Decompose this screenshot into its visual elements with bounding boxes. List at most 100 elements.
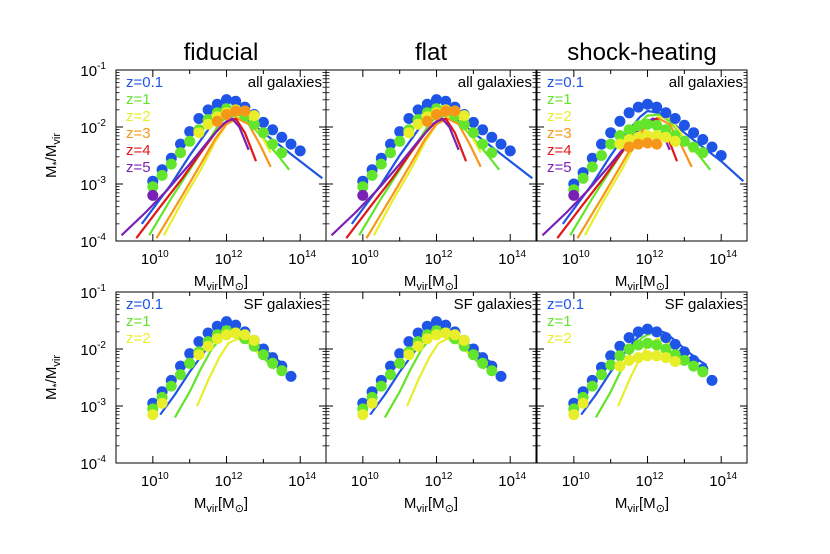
tick-base: 10 — [141, 473, 158, 490]
tick-base: 10 — [562, 473, 579, 490]
tick-exponent: 14 — [515, 249, 527, 260]
tick-base: 10 — [425, 251, 442, 268]
data-point-z-0-1 — [412, 327, 424, 339]
data-point-z-2 — [660, 352, 672, 364]
legend-entry: z=5 — [547, 159, 572, 176]
x-axis-label: Mvir[M⊙] — [404, 495, 458, 515]
data-point-z-1 — [605, 138, 617, 150]
data-point-z-2 — [156, 397, 168, 409]
data-point-z-2 — [412, 118, 424, 130]
x-axis-label: Mvir[M⊙] — [194, 273, 248, 293]
x-tick-label: 1012 — [215, 249, 243, 268]
data-point-z-1 — [276, 365, 288, 377]
tick-base: 10 — [80, 399, 97, 416]
data-point-z-1 — [623, 124, 635, 136]
tick-exponent: -2 — [97, 340, 106, 351]
data-point-z-0-1 — [669, 338, 681, 350]
xlabel-sun: ⊙ — [445, 281, 454, 293]
tick-base: 10 — [498, 251, 515, 268]
x-axis-label: Mvir[M⊙] — [615, 495, 669, 515]
data-point-z-2 — [239, 329, 251, 341]
xlabel-sun: ⊙ — [235, 281, 244, 293]
xlabel-sub: vir — [206, 281, 218, 293]
data-point-z-0-1 — [678, 119, 690, 131]
data-point-z-2 — [669, 135, 681, 147]
data-point-z-2 — [211, 333, 223, 345]
legend-entry: z=4 — [547, 142, 572, 159]
x-tick-label: 1010 — [141, 249, 169, 268]
data-point-z-0-1 — [230, 95, 242, 107]
x-tick-label: 1012 — [636, 249, 664, 268]
panel-annotation: all galaxies — [248, 74, 322, 91]
x-axis-label: Mvir[M⊙] — [615, 273, 669, 293]
data-point-z-2 — [623, 354, 635, 366]
xlabel-close: ] — [665, 273, 669, 290]
xlabel-rest: [M — [428, 495, 445, 512]
data-point-z-3 — [421, 115, 433, 127]
data-point-z-1 — [156, 169, 168, 181]
ylabel-sub2: vir — [51, 355, 63, 367]
tick-base: 10 — [80, 63, 97, 80]
data-point-z-0-1 — [605, 127, 617, 139]
xlabel-sub: vir — [627, 503, 639, 515]
ylabel-sub1: * — [51, 161, 63, 166]
tick-base: 10 — [562, 251, 579, 268]
xlabel-rest: [M — [639, 495, 656, 512]
legend-entry: z=1 — [126, 313, 151, 330]
tick-exponent: 14 — [515, 471, 527, 482]
legend-entry: z=0.1 — [126, 296, 163, 313]
legend-entry: z=2 — [547, 330, 572, 347]
tick-base: 10 — [80, 342, 97, 359]
data-point-z-0-1 — [632, 101, 644, 113]
data-point-z-5 — [147, 189, 159, 201]
ylabel-m: M — [43, 388, 60, 401]
legend-entry: z=2 — [126, 330, 151, 347]
data-point-z-0-1 — [421, 98, 433, 110]
data-point-z-0-1 — [678, 346, 690, 358]
x-tick-label: 1010 — [351, 249, 379, 268]
tick-exponent: 12 — [652, 249, 664, 260]
data-point-z-1 — [458, 118, 470, 130]
data-point-z-1 — [697, 147, 709, 159]
xlabel-close: ] — [665, 495, 669, 512]
data-point-z-2 — [568, 409, 580, 421]
data-point-z-0-1 — [477, 124, 489, 136]
tick-exponent: -4 — [97, 454, 106, 465]
data-point-z-1 — [678, 135, 690, 147]
data-point-z-0-1 — [651, 326, 663, 338]
data-point-z-2 — [193, 349, 205, 361]
data-point-z-0-1 — [193, 336, 205, 348]
data-point-z-2 — [632, 352, 644, 364]
data-point-z-1 — [257, 349, 269, 361]
data-point-z-3 — [230, 105, 242, 117]
data-point-z-1 — [366, 169, 378, 181]
data-point-z-1 — [477, 138, 489, 150]
xlabel-sub: vir — [416, 281, 428, 293]
panel-annotation: SF galaxies — [454, 296, 532, 313]
plot-area — [357, 316, 507, 421]
xlabel-close: ] — [244, 495, 248, 512]
data-point-z-0-1 — [285, 138, 297, 150]
x-tick-label: 1010 — [141, 471, 169, 490]
legend-entry: z=0.1 — [547, 74, 584, 91]
tick-exponent: 12 — [231, 471, 243, 482]
data-point-z-0-1 — [431, 94, 442, 106]
data-point-z-2 — [458, 334, 470, 346]
data-point-z-2 — [193, 127, 205, 139]
data-point-z-3 — [440, 105, 452, 117]
y-tick-label: 10-3 — [80, 175, 106, 194]
panel-4: 1010 1012 101410-410-310-210-1M*/MvirMvir[… — [43, 283, 327, 515]
tick-base: 10 — [80, 285, 97, 302]
tick-base: 10 — [215, 251, 232, 268]
data-point-z-1 — [477, 357, 489, 369]
x-tick-label: 1014 — [709, 249, 737, 268]
data-point-z-0-1 — [202, 104, 214, 116]
data-point-z-2 — [614, 138, 626, 150]
xlabel-sun: ⊙ — [235, 503, 244, 515]
data-point-z-2 — [577, 397, 589, 409]
data-point-z-0-1 — [394, 126, 406, 138]
xlabel-rest: [M — [639, 273, 656, 290]
